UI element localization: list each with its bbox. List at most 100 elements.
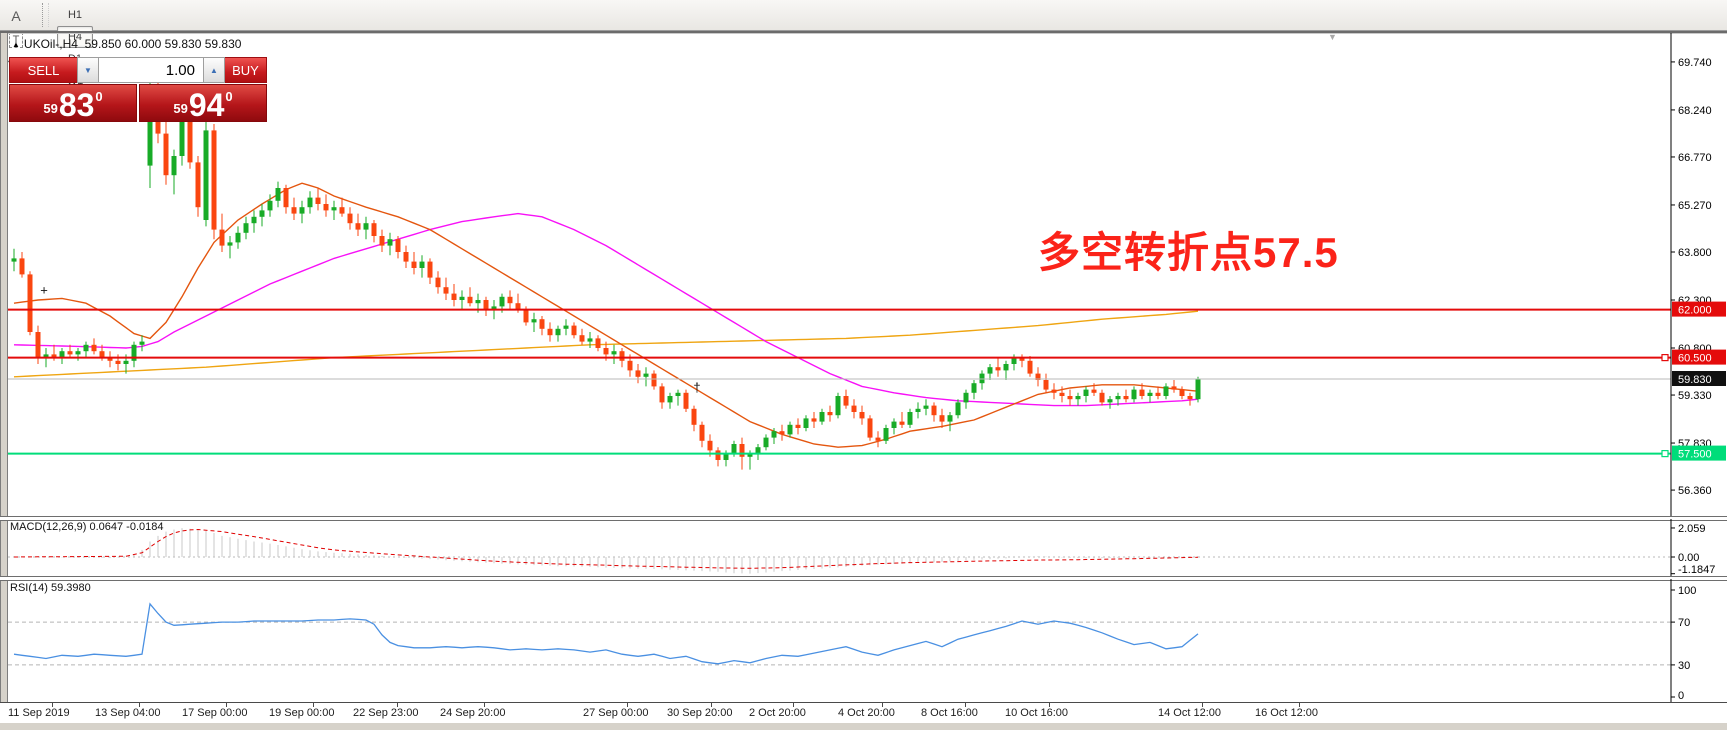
- candle-body: [83, 344, 89, 352]
- candle-body: [27, 274, 33, 332]
- candle-body: [1131, 389, 1137, 400]
- macd-signal-line: [13, 528, 1199, 569]
- candle-body: [347, 213, 353, 224]
- candle-body: [947, 415, 953, 422]
- candle-body: [595, 338, 601, 348]
- candle-body: [603, 348, 609, 355]
- time-axis-label: 14 Oct 12:00: [1158, 707, 1221, 719]
- object-marker: †: [693, 380, 700, 395]
- candle-body: [275, 188, 281, 201]
- candle-body: [355, 223, 361, 230]
- time-axis[interactable]: 11 Sep 2019 13 Sep 04:00 17 Sep 00:00 19 Se…: [0, 702, 1727, 723]
- price-axis-label: 63.800: [1678, 247, 1712, 259]
- candle-body: [1115, 396, 1121, 400]
- candle-body: [35, 332, 41, 358]
- volume-input[interactable]: [99, 57, 203, 83]
- price-axis-label: 68.240: [1678, 105, 1712, 117]
- main-price-chart[interactable]: +†69.74068.24066.77065.27063.80062.30060…: [0, 33, 1727, 516]
- candle-body: [707, 440, 713, 451]
- sell-price-display[interactable]: 59 83 0: [9, 84, 137, 122]
- time-axis-tick: [1299, 703, 1300, 707]
- time-axis-label: 27 Sep 00:00: [583, 707, 649, 719]
- candle-body: [491, 306, 497, 310]
- time-axis-tick: [882, 703, 883, 707]
- rsi-axis-label: 100: [1678, 585, 1696, 597]
- collapse-triangle-icon[interactable]: ▲: [12, 40, 20, 49]
- ma-fast-line: [13, 182, 1199, 448]
- candle-body: [259, 210, 265, 217]
- buy-price-display[interactable]: 59 94 0: [139, 84, 267, 122]
- rsi-line: [13, 602, 1199, 665]
- candle-body: [467, 296, 473, 304]
- candle-body: [187, 120, 193, 163]
- candle-body: [307, 197, 313, 208]
- candle-body: [1147, 392, 1153, 396]
- candle-body: [1187, 396, 1193, 400]
- candle-body: [235, 232, 241, 243]
- hline-endpoint-marker[interactable]: [1661, 354, 1669, 362]
- candle-body: [331, 207, 337, 211]
- candle-body: [875, 437, 881, 441]
- pane-separator[interactable]: [0, 516, 1727, 521]
- time-axis-label: 17 Sep 00:00: [182, 707, 248, 719]
- time-axis-tick: [965, 703, 966, 707]
- candle-body: [643, 373, 649, 377]
- time-axis-label: 2 Oct 20:00: [749, 707, 806, 719]
- candle-body: [819, 412, 825, 422]
- chart-scroll-caret-icon[interactable]: ▼: [1328, 32, 1337, 42]
- time-axis-label: 4 Oct 20:00: [838, 707, 895, 719]
- ma-slow-line: [13, 212, 1199, 407]
- pane-separator[interactable]: [0, 576, 1727, 581]
- candle-body: [539, 319, 545, 329]
- candle-body: [363, 223, 369, 230]
- rsi-axis-label: 0: [1678, 690, 1684, 702]
- macd-axis-label: -1.1847: [1678, 564, 1715, 576]
- candle-body: [835, 396, 841, 416]
- price-tag-62.000-bg: [1672, 301, 1726, 317]
- volume-increase-button[interactable]: ▲: [203, 57, 225, 83]
- candle-body: [859, 412, 865, 419]
- time-axis-tick: [627, 703, 628, 707]
- candle-body: [1179, 389, 1185, 396]
- candle-body: [619, 351, 625, 361]
- candle-body: [163, 133, 169, 176]
- candle-body: [1171, 386, 1177, 390]
- macd-axis-label: 2.059: [1678, 523, 1706, 535]
- candle-body: [323, 204, 329, 211]
- buy-price-pip: 0: [225, 89, 233, 104]
- hline-endpoint-marker[interactable]: [1661, 450, 1669, 458]
- rsi-axis-label: 70: [1678, 617, 1690, 629]
- sell-price-base: 59: [43, 101, 58, 116]
- candle-body: [651, 373, 657, 387]
- candle-body: [979, 373, 985, 384]
- price-axis-label: 56.360: [1678, 485, 1712, 497]
- symbol-ohlc-values: 59.850 60.000 59.830 59.830: [84, 37, 242, 51]
- candle-body: [795, 424, 801, 428]
- macd-indicator-label: MACD(12,26,9) 0.0647 -0.0184: [10, 521, 164, 533]
- toolbar: ✎E▦FAT⇅▾ M1M5M15M30H1H4D1W1MN: [0, 0, 1727, 109]
- candle-body: [243, 223, 249, 233]
- candle-body: [435, 277, 441, 288]
- timeframe-button-h1[interactable]: H1: [67, 9, 83, 21]
- candle-body: [403, 252, 409, 262]
- rsi-indicator-pane[interactable]: 100 70 30 0: [0, 579, 1727, 702]
- text-tool-icon[interactable]: A: [11, 8, 21, 24]
- time-axis-label: 19 Sep 00:00: [269, 707, 335, 719]
- price-axis-label: 69.740: [1678, 57, 1712, 69]
- price-axis-label: 66.770: [1678, 152, 1712, 164]
- candle-body: [427, 261, 433, 278]
- sell-button[interactable]: SELL: [9, 57, 77, 83]
- candle-body: [459, 296, 465, 300]
- candle-body: [523, 309, 529, 323]
- buy-button[interactable]: BUY: [225, 57, 267, 83]
- sell-price-main: 83: [58, 87, 95, 123]
- candle-body: [107, 357, 113, 361]
- candle-body: [227, 242, 233, 246]
- candle-body: [579, 335, 585, 342]
- time-axis-tick: [139, 703, 140, 707]
- macd-indicator-pane[interactable]: 2.059 0.00-1.1847: [0, 519, 1727, 576]
- volume-decrease-button[interactable]: ▼: [77, 57, 99, 83]
- price-tag-57.500: 57.500: [1678, 449, 1712, 461]
- time-axis-tick: [711, 703, 712, 707]
